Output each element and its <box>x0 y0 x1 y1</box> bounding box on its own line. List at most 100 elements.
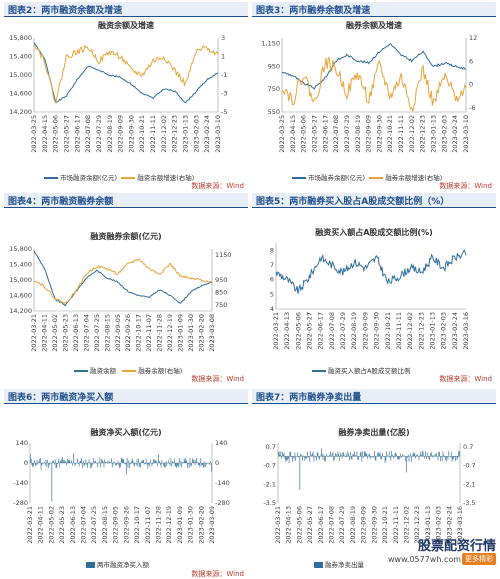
legend-swatch-orange <box>369 177 384 179</box>
bar <box>104 459 106 463</box>
y-tick-label-left: 4 <box>270 305 274 313</box>
bar <box>433 455 435 457</box>
y-tick-label-right: -5 <box>221 108 227 116</box>
bar <box>84 463 86 465</box>
bar <box>299 456 301 490</box>
y-tick-label-left: 8 <box>270 246 274 254</box>
legend-swatch-blue <box>312 370 326 372</box>
bar <box>49 463 50 465</box>
series-line-orange <box>33 258 213 304</box>
bar <box>340 452 341 457</box>
bar <box>73 453 74 463</box>
bar <box>117 460 119 463</box>
bar <box>386 451 388 457</box>
x-tick-label: 2023-03-10 <box>214 115 222 153</box>
bar <box>194 463 196 466</box>
chart-title: 融资余额及增速 <box>98 21 154 30</box>
bar <box>405 456 407 462</box>
bar <box>318 456 320 459</box>
bar <box>177 463 178 466</box>
bar <box>457 456 459 458</box>
bar <box>123 459 125 463</box>
bar <box>168 460 169 463</box>
bar <box>81 458 82 463</box>
y-tick-label-left: 0.7 <box>266 443 276 451</box>
chart-margin-total: 15,800 15,400 15,000 14,600 14,200 1150 950 850… <box>9 245 231 352</box>
source-note: 数据来源：Wind <box>439 375 492 383</box>
bar <box>152 463 154 465</box>
bar <box>350 456 352 459</box>
bar <box>158 454 159 463</box>
y-tick-label-right: -280 <box>215 499 230 507</box>
x-tick-label: 2022-09-05 <box>114 314 122 352</box>
y-tick-label-right: 6 <box>469 57 473 65</box>
x-tick-label: 2022-11-11 <box>397 115 405 153</box>
y-tick-label-right: 950 <box>215 276 227 284</box>
bar <box>441 456 443 462</box>
bar <box>146 463 148 465</box>
bar <box>431 452 432 457</box>
bar <box>390 456 392 461</box>
bar <box>454 456 455 458</box>
bar <box>164 463 165 468</box>
x-tick-label: 2023-02-03 <box>440 115 448 153</box>
bar <box>395 452 397 457</box>
bar <box>430 453 431 457</box>
bar <box>200 458 202 463</box>
y-tick-label-left: 6 <box>270 276 274 284</box>
bar <box>356 451 358 457</box>
bar <box>309 456 311 462</box>
bar <box>420 451 421 457</box>
x-tick-label: 2022-12-23 <box>419 115 427 153</box>
bar <box>39 459 40 463</box>
bar <box>64 461 66 463</box>
bar <box>165 461 167 463</box>
bar <box>363 456 364 458</box>
bar <box>51 463 53 502</box>
bar <box>424 456 426 459</box>
chart-financing-balance: 15,80015,40015,00014,60014,20031-1-3-520… <box>9 34 227 153</box>
panel-net-financing-buy: 图表6：两市融资净买入额 融资净买入额(亿元) 140 140 0 0 -140 -140… <box>4 389 248 578</box>
bar <box>82 460 84 463</box>
x-tick-label: 2022-11-28 <box>156 314 164 352</box>
bar <box>451 456 453 462</box>
bar <box>373 456 374 458</box>
bar <box>173 458 175 463</box>
x-tick-label: 2023-01-13 <box>182 115 190 153</box>
bar <box>56 463 58 468</box>
bar <box>138 458 140 463</box>
bar <box>450 456 451 458</box>
legend-item: 融资余额 <box>90 367 116 375</box>
x-tick-label: 2022-06-17 <box>73 115 81 153</box>
series-line-blue <box>281 43 467 90</box>
bar <box>312 451 314 457</box>
bar <box>144 463 145 465</box>
bar <box>160 463 162 468</box>
bar <box>297 452 298 457</box>
x-tick-label: 2023-02-24 <box>203 115 211 153</box>
bar <box>339 456 340 462</box>
legend: 两市融资净买入额 <box>86 559 149 569</box>
y-tick-label-right: -2.1 <box>463 480 476 488</box>
bar <box>369 456 371 459</box>
bar <box>354 451 355 457</box>
x-tick-label: 2022-05-27 <box>306 312 314 350</box>
x-tick-label: 2022-09-05 <box>112 506 120 544</box>
bar <box>410 453 412 457</box>
bar <box>377 452 378 457</box>
bar <box>335 453 336 457</box>
x-tick-label: 2022-06-17 <box>317 312 325 350</box>
bar <box>171 463 173 467</box>
legend-item: 两市融资净买入额 <box>97 561 149 569</box>
bar <box>87 463 88 468</box>
bar <box>378 453 380 457</box>
bar <box>347 451 349 457</box>
bar <box>285 456 287 462</box>
bar <box>407 454 409 457</box>
bar <box>147 463 149 469</box>
bar <box>166 463 168 467</box>
bar <box>304 456 306 461</box>
bar <box>148 463 149 465</box>
bar <box>429 456 431 461</box>
